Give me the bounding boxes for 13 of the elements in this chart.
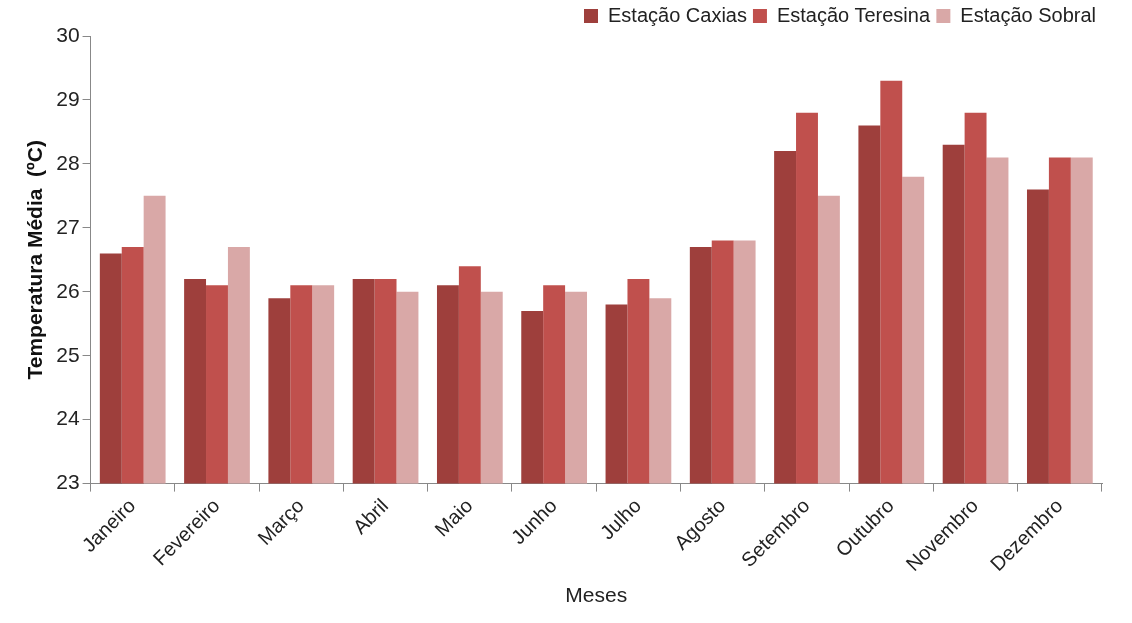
y-axis-title: Temperatura Média (ºC) — [23, 140, 47, 380]
y-tick-label: 28 — [56, 150, 80, 174]
y-tick-label: 29 — [56, 86, 80, 110]
y-tick-label: 27 — [56, 214, 80, 238]
y-tick-label: 25 — [56, 342, 80, 366]
legend-label: Estação Sobral — [960, 3, 1097, 26]
legend-label: Estação Teresina — [776, 3, 931, 26]
x-axis-title: Meses — [565, 583, 628, 607]
y-tick-label: 24 — [56, 406, 80, 430]
legend-label: Estação Caxias — [607, 3, 747, 26]
y-tick-label: 30 — [56, 22, 80, 46]
y-tick-label: 26 — [56, 278, 80, 302]
y-tick-label: 23 — [56, 470, 80, 494]
